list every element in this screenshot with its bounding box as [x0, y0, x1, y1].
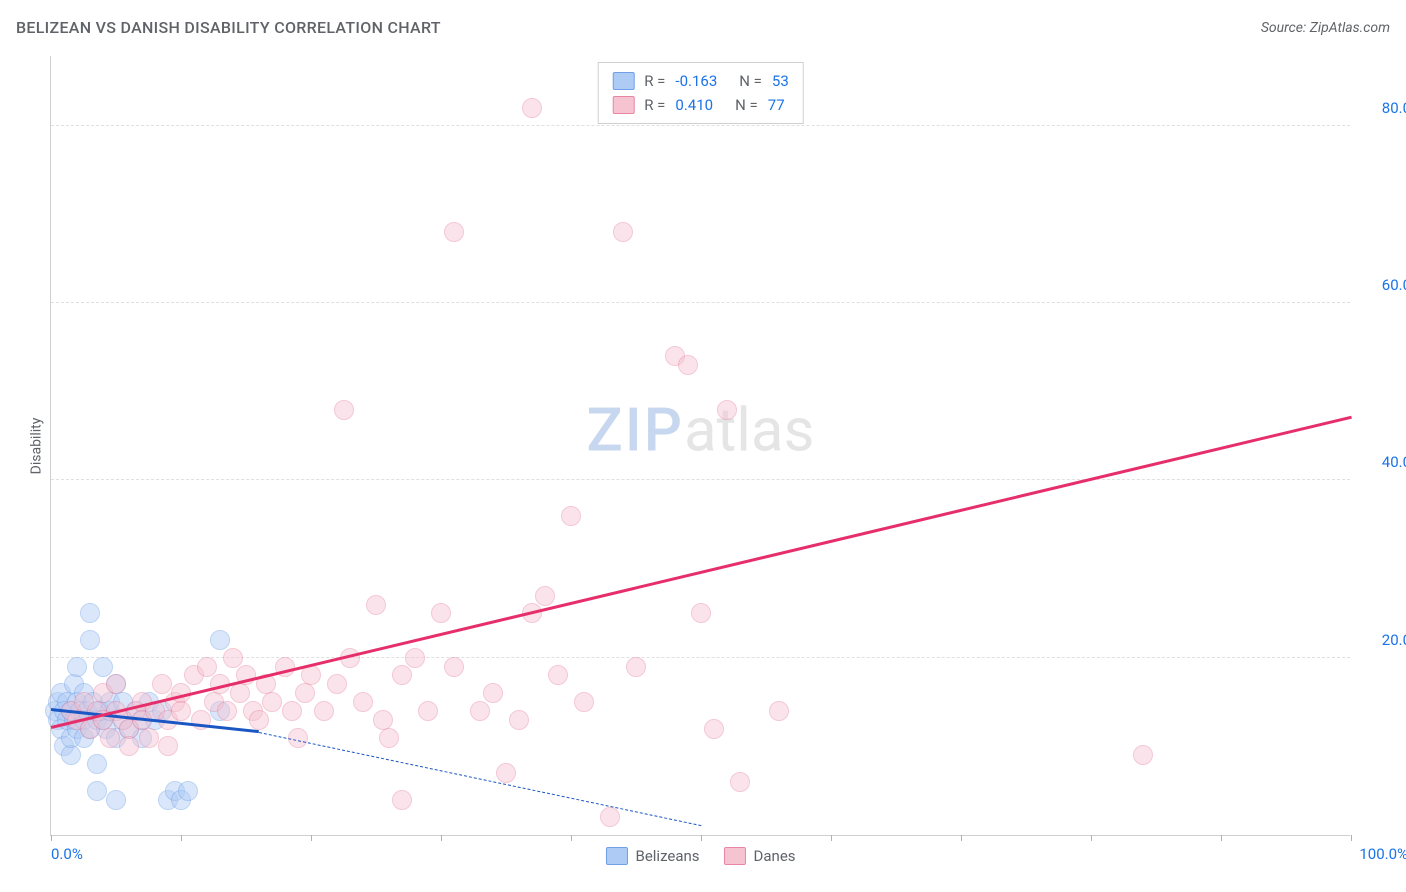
data-point: [444, 222, 464, 242]
data-point: [106, 790, 126, 810]
data-point: [730, 772, 750, 792]
data-point: [470, 701, 490, 721]
gridline-h: [51, 657, 1350, 658]
data-point: [87, 781, 107, 801]
data-point: [288, 728, 308, 748]
data-point: [1133, 745, 1153, 765]
data-point: [119, 736, 139, 756]
legend-swatch: [612, 72, 634, 90]
data-point: [509, 710, 529, 730]
watermark: ZIPatlas: [587, 394, 815, 465]
gridline-h: [51, 125, 1350, 126]
data-point: [334, 400, 354, 420]
y-axis-label: Disability: [28, 418, 44, 475]
data-point: [262, 692, 282, 712]
data-point: [405, 648, 425, 668]
x-tick-label-max: 100.0%: [1359, 845, 1406, 863]
data-point: [223, 648, 243, 668]
data-point: [626, 657, 646, 677]
x-tick: [1221, 835, 1222, 841]
legend-swatch: [605, 847, 627, 865]
x-tick: [181, 835, 182, 841]
data-point: [717, 400, 737, 420]
x-tick: [831, 835, 832, 841]
x-tick: [51, 835, 52, 841]
data-point: [93, 657, 113, 677]
data-point: [80, 603, 100, 623]
data-point: [87, 754, 107, 774]
data-point: [249, 710, 269, 730]
data-point: [392, 665, 412, 685]
legend-stats: R =-0.163N =53R =0.410N =77: [597, 62, 804, 124]
x-tick: [1091, 835, 1092, 841]
y-tick-label: 80.0%: [1360, 99, 1406, 117]
data-point: [483, 683, 503, 703]
x-tick: [961, 835, 962, 841]
legend-stats-row: R =-0.163N =53: [612, 69, 789, 93]
data-point: [178, 781, 198, 801]
trend-line: [259, 732, 701, 826]
data-point: [61, 745, 81, 765]
data-point: [600, 807, 620, 827]
data-point: [678, 355, 698, 375]
data-point: [158, 736, 178, 756]
y-tick-label: 60.0%: [1360, 276, 1406, 294]
data-point: [217, 701, 237, 721]
data-point: [353, 692, 373, 712]
data-point: [282, 701, 302, 721]
data-point: [230, 683, 250, 703]
data-point: [366, 595, 386, 615]
data-point: [295, 683, 315, 703]
data-point: [769, 701, 789, 721]
trend-line: [51, 416, 1352, 729]
data-point: [197, 657, 217, 677]
data-point: [301, 665, 321, 685]
x-tick-label-min: 0.0%: [51, 845, 83, 863]
data-point: [418, 701, 438, 721]
data-point: [496, 763, 516, 783]
legend-series: Belizeans Danes: [605, 847, 795, 865]
legend-stats-row: R =0.410N =77: [612, 93, 789, 117]
data-point: [561, 506, 581, 526]
scatter-chart: ZIPatlas R =-0.163N =53R =0.410N =77 Bel…: [50, 56, 1350, 836]
gridline-h: [51, 479, 1350, 480]
legend-series-item: Danes: [724, 847, 796, 865]
data-point: [444, 657, 464, 677]
x-tick: [701, 835, 702, 841]
data-point: [613, 222, 633, 242]
legend-swatch: [612, 96, 634, 114]
data-point: [314, 701, 334, 721]
x-tick: [311, 835, 312, 841]
data-point: [522, 98, 542, 118]
source-label: Source: ZipAtlas.com: [1261, 20, 1390, 36]
data-point: [379, 728, 399, 748]
data-point: [210, 630, 230, 650]
data-point: [548, 665, 568, 685]
data-point: [535, 586, 555, 606]
data-point: [574, 692, 594, 712]
x-tick: [441, 835, 442, 841]
data-point: [80, 630, 100, 650]
chart-title: BELIZEAN VS DANISH DISABILITY CORRELATIO…: [16, 18, 441, 37]
gridline-h: [51, 302, 1350, 303]
data-point: [139, 728, 159, 748]
y-tick-label: 40.0%: [1360, 453, 1406, 471]
y-tick-label: 20.0%: [1360, 631, 1406, 649]
data-point: [704, 719, 724, 739]
x-tick: [1351, 835, 1352, 841]
data-point: [152, 674, 172, 694]
x-tick: [571, 835, 572, 841]
data-point: [100, 728, 120, 748]
data-point: [392, 790, 412, 810]
legend-swatch: [724, 847, 746, 865]
data-point: [691, 603, 711, 623]
data-point: [431, 603, 451, 623]
data-point: [327, 674, 347, 694]
data-point: [106, 674, 126, 694]
legend-series-item: Belizeans: [605, 847, 699, 865]
data-point: [171, 701, 191, 721]
data-point: [67, 657, 87, 677]
